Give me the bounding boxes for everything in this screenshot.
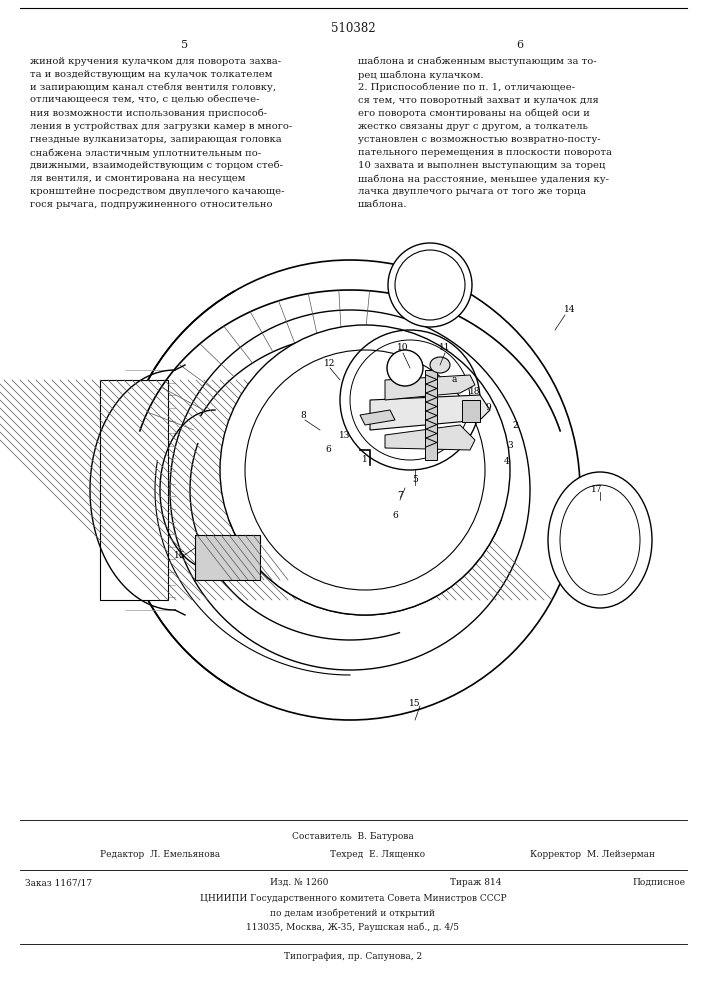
Text: 8: 8 — [300, 410, 306, 420]
Text: Корректор  М. Лейзерман: Корректор М. Лейзерман — [530, 850, 655, 859]
Text: Изд. № 1260: Изд. № 1260 — [270, 878, 328, 887]
Text: шаблона.: шаблона. — [358, 200, 407, 209]
Ellipse shape — [220, 325, 510, 615]
Text: ся тем, что поворотный захват и кулачок для: ся тем, что поворотный захват и кулачок … — [358, 96, 599, 105]
Text: жиной кручения кулачком для поворота захва-: жиной кручения кулачком для поворота зах… — [30, 57, 281, 66]
Ellipse shape — [387, 350, 423, 386]
Text: 6: 6 — [325, 446, 331, 454]
Bar — [100, 380, 168, 600]
Text: Типография, пр. Сапунова, 2: Типография, пр. Сапунова, 2 — [284, 952, 422, 961]
Text: 5: 5 — [182, 40, 189, 50]
Text: по делам изобретений и открытий: по делам изобретений и открытий — [271, 908, 436, 918]
Text: a: a — [451, 375, 457, 384]
Text: жестко связаны друг с другом, а толкатель: жестко связаны друг с другом, а толкател… — [358, 122, 588, 131]
Text: Составитель  В. Батурова: Составитель В. Батурова — [292, 832, 414, 841]
Text: 6: 6 — [392, 510, 398, 520]
Text: 7: 7 — [397, 490, 403, 499]
Text: 15: 15 — [409, 698, 421, 708]
Text: отличающееся тем, что, с целью обеспече-: отличающееся тем, что, с целью обеспече- — [30, 96, 259, 105]
Text: Редактор  Л. Емельянова: Редактор Л. Емельянова — [100, 850, 220, 859]
Text: 4: 4 — [504, 458, 510, 466]
Text: установлен с возможностью возвратно-посту-: установлен с возможностью возвратно-пост… — [358, 135, 601, 144]
Text: 2. Приспособление по п. 1, отличающее-: 2. Приспособление по п. 1, отличающее- — [358, 83, 575, 93]
Text: 13: 13 — [339, 430, 351, 440]
Polygon shape — [370, 395, 490, 430]
Ellipse shape — [430, 357, 450, 373]
Text: 12: 12 — [325, 359, 336, 367]
Text: шаблона на расстояние, меньшее удаления ку-: шаблона на расстояние, меньшее удаления … — [358, 174, 609, 184]
Polygon shape — [360, 410, 395, 425]
Text: Техред  Е. Лященко: Техред Е. Лященко — [330, 850, 425, 859]
Bar — [425, 370, 437, 460]
Text: ления в устройствах для загрузки камер в много-: ления в устройствах для загрузки камер в… — [30, 122, 292, 131]
Text: гося рычага, подпружиненного относительно: гося рычага, подпружиненного относительн… — [30, 200, 272, 209]
Text: ля вентиля, и смонтирована на несущем: ля вентиля, и смонтирована на несущем — [30, 174, 245, 183]
Text: Подписное: Подписное — [632, 878, 685, 887]
Text: 5: 5 — [412, 476, 418, 485]
Text: 10: 10 — [397, 344, 409, 353]
Text: 2: 2 — [512, 420, 518, 430]
Text: гнездные вулканизаторы, запирающая головка: гнездные вулканизаторы, запирающая голов… — [30, 135, 282, 144]
Text: и запирающим канал стебля вентиля головку,: и запирающим канал стебля вентиля головк… — [30, 83, 276, 93]
Text: 18: 18 — [469, 387, 481, 396]
Polygon shape — [385, 425, 475, 450]
Text: 510382: 510382 — [331, 22, 375, 35]
Text: пательного перемещения в плоскости поворота: пательного перемещения в плоскости повор… — [358, 148, 612, 157]
Text: лачка двуплечого рычага от того же торца: лачка двуплечого рычага от того же торца — [358, 187, 586, 196]
Text: движными, взаимодействующим с торцом стеб-: движными, взаимодействующим с торцом сте… — [30, 161, 283, 170]
Text: его поворота смонтированы на общей оси и: его поворота смонтированы на общей оси и — [358, 109, 590, 118]
Text: 9: 9 — [485, 402, 491, 412]
Text: снабжена эластичным уплотнительным по-: снабжена эластичным уплотнительным по- — [30, 148, 261, 157]
Ellipse shape — [548, 472, 652, 608]
Ellipse shape — [245, 350, 485, 590]
Text: 6: 6 — [516, 40, 524, 50]
Text: ЦНИИПИ Государственного комитета Совета Министров СССР: ЦНИИПИ Государственного комитета Совета … — [199, 894, 506, 903]
Bar — [462, 400, 480, 422]
Bar — [195, 535, 260, 580]
Text: рец шаблона кулачком.: рец шаблона кулачком. — [358, 70, 484, 80]
Text: Тираж 814: Тираж 814 — [450, 878, 501, 887]
Polygon shape — [385, 375, 475, 400]
Text: кронштейне посредством двуплечого качающе-: кронштейне посредством двуплечого качающ… — [30, 187, 284, 196]
Text: 16: 16 — [174, 550, 186, 560]
Text: 3: 3 — [507, 440, 513, 450]
Text: 1: 1 — [362, 456, 368, 464]
Text: Заказ 1167/17: Заказ 1167/17 — [25, 878, 92, 887]
Text: 113035, Москва, Ж-35, Раушская наб., д. 4/5: 113035, Москва, Ж-35, Раушская наб., д. … — [247, 922, 460, 932]
Text: ния возможности использования приспособ-: ния возможности использования приспособ- — [30, 109, 267, 118]
Text: 14: 14 — [564, 306, 575, 314]
Text: 11: 11 — [439, 344, 451, 353]
Ellipse shape — [388, 243, 472, 327]
Text: 10 захвата и выполнен выступающим за торец: 10 захвата и выполнен выступающим за тор… — [358, 161, 605, 170]
Text: шаблона и снабженным выступающим за то-: шаблона и снабженным выступающим за то- — [358, 57, 597, 66]
Text: та и воздействующим на кулачок толкателем: та и воздействующим на кулачок толкателе… — [30, 70, 272, 79]
Text: 17: 17 — [591, 486, 603, 494]
